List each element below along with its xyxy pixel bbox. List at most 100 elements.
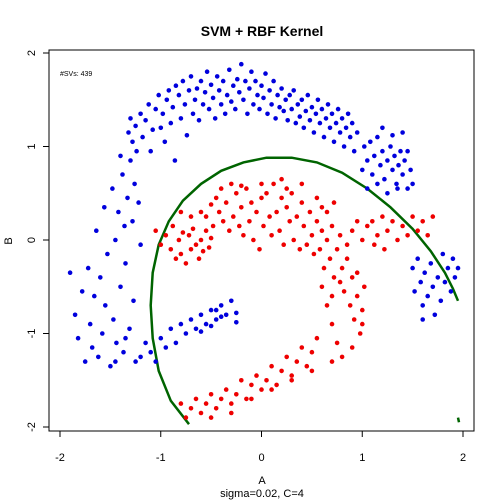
red-point xyxy=(294,359,300,364)
red-point xyxy=(347,303,353,308)
blue-point xyxy=(133,123,138,129)
red-point xyxy=(237,223,242,229)
blue-point xyxy=(132,181,137,187)
blue-point xyxy=(440,251,446,257)
red-point xyxy=(354,293,360,299)
blue-point xyxy=(277,104,282,110)
red-point xyxy=(341,289,347,294)
x-axis-label: A xyxy=(258,475,266,487)
blue-point xyxy=(200,102,206,107)
blue-point xyxy=(347,134,353,140)
red-point xyxy=(218,396,224,402)
blue-point xyxy=(224,92,230,98)
blue-point xyxy=(138,242,143,247)
red-point xyxy=(329,293,335,299)
blue-point xyxy=(67,270,73,276)
red-point xyxy=(249,382,254,388)
blue-point xyxy=(120,172,125,177)
blue-point xyxy=(360,167,365,173)
blue-point xyxy=(435,275,441,280)
blue-point xyxy=(194,86,200,91)
red-point xyxy=(188,406,194,411)
blue-point xyxy=(375,134,380,140)
blue-point xyxy=(279,86,284,91)
red-point xyxy=(234,392,239,397)
red-point xyxy=(247,219,252,224)
blue-point xyxy=(222,111,228,117)
red-point xyxy=(220,219,226,224)
red-point xyxy=(425,233,431,238)
blue-point xyxy=(237,90,242,95)
blue-point xyxy=(202,90,208,95)
plot-frame xyxy=(48,49,475,432)
red-point xyxy=(203,401,209,406)
x-axis: -2 -1 0 1 2 xyxy=(55,430,466,464)
blue-point xyxy=(85,265,91,271)
blue-point xyxy=(172,158,178,163)
red-point xyxy=(329,223,335,229)
blue-point xyxy=(241,97,246,103)
blue-point xyxy=(79,289,85,294)
red-point xyxy=(349,345,355,350)
blue-point xyxy=(160,111,166,117)
blue-point xyxy=(261,95,266,101)
blue-point xyxy=(263,71,268,76)
red-point xyxy=(334,247,340,252)
red-point xyxy=(301,223,307,229)
red-point xyxy=(269,387,274,392)
blue-point xyxy=(380,125,385,131)
blue-point xyxy=(208,82,214,88)
blue-point xyxy=(118,284,123,290)
red-point xyxy=(188,247,194,252)
red-point xyxy=(309,233,315,238)
red-point xyxy=(327,256,333,262)
red-point xyxy=(208,415,214,420)
blue-point xyxy=(305,92,311,98)
blue-point xyxy=(337,130,343,135)
red-point xyxy=(279,368,284,374)
blue-point xyxy=(293,120,299,126)
blue-point xyxy=(321,134,327,140)
y-tick-label: 1 xyxy=(26,143,38,149)
red-point xyxy=(178,401,184,406)
red-point xyxy=(337,279,343,285)
blue-point xyxy=(271,78,276,84)
red-point xyxy=(299,345,305,350)
blue-point xyxy=(395,186,400,191)
blue-point xyxy=(452,275,458,280)
red-point xyxy=(375,233,380,238)
blue-point xyxy=(448,289,454,294)
red-point xyxy=(294,214,300,219)
red-point xyxy=(188,214,194,219)
blue-point xyxy=(412,289,417,294)
blue-point xyxy=(196,118,202,123)
blue-point xyxy=(118,153,123,159)
blue-point xyxy=(170,104,176,110)
blue-point xyxy=(392,153,397,159)
blue-point xyxy=(289,106,295,112)
blue-point xyxy=(126,130,131,135)
blue-point xyxy=(168,120,174,126)
blue-point xyxy=(130,219,135,224)
red-point xyxy=(239,378,244,383)
blue-point xyxy=(218,102,224,107)
blue-point xyxy=(163,345,169,350)
blue-point xyxy=(275,92,280,98)
red-point xyxy=(324,209,330,215)
red-point xyxy=(183,261,189,266)
blue-point xyxy=(287,92,293,98)
blue-point xyxy=(162,139,168,145)
red-point xyxy=(259,181,264,187)
blue-point xyxy=(394,181,399,187)
chart-title: SVM + RBF Kernel xyxy=(201,23,324,39)
y-tick-label: -1 xyxy=(26,329,38,339)
blue-point xyxy=(311,130,317,135)
blue-point xyxy=(273,116,278,121)
blue-point xyxy=(299,97,305,103)
blue-point xyxy=(265,111,270,117)
red-point xyxy=(309,349,315,355)
blue-point xyxy=(136,200,141,205)
blue-point xyxy=(385,191,390,196)
red-point xyxy=(173,256,179,262)
red-point xyxy=(314,335,320,341)
